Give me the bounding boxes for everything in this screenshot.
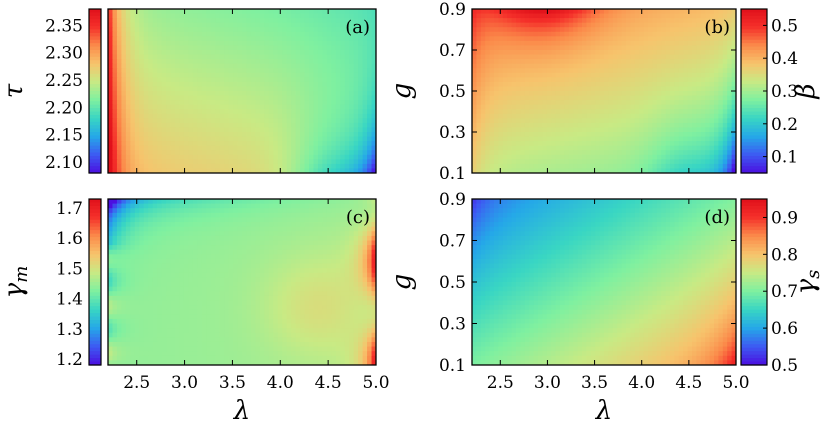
heatmap-field (472, 199, 736, 365)
colorbar-tick-label: 0.7 (771, 282, 798, 302)
colorbar-tick-label: 0.2 (771, 115, 798, 135)
y-tick-label: 1.5 (56, 259, 83, 279)
y-tick-label: 1.2 (56, 350, 83, 370)
panel-label: (d) (704, 207, 730, 228)
x-tick-label: 3.5 (581, 373, 608, 393)
colorbar-tick-label: 0.9 (771, 208, 798, 228)
y-axis-label: g (387, 274, 417, 291)
heatmap-field (108, 9, 376, 173)
colorbar-tick-label: 0.6 (771, 319, 798, 339)
panel-label: (c) (346, 207, 370, 228)
plot-frame (107, 8, 377, 174)
y-tick-label: 0.3 (439, 123, 466, 143)
y-axis-label: g (387, 83, 417, 100)
x-axis-label: λ (595, 396, 612, 425)
colorbar (740, 8, 768, 174)
x-tick-label: 2.5 (123, 373, 150, 393)
heatmap-panel-2: 0.1 0.3 0.5 0.7 0.9 0.1 0.2 0.3 0.4 0.5 (b) g β (387, 0, 821, 184)
y-tick-label: 0.9 (439, 190, 466, 210)
y-tick-label: 2.35 (45, 16, 83, 36)
y-tick-label: 0.1 (439, 356, 466, 376)
x-tick-label: 4.0 (628, 373, 655, 393)
heatmap-panel-3: 1.2 1.3 1.4 1.5 1.6 1.7 2.5 3.0 3.5 4.0 4.5 5.0 (c) γ… (0, 198, 390, 425)
y-tick-label: 2.30 (45, 44, 83, 64)
colorbar (88, 8, 102, 174)
x-tick-label: 2.5 (487, 373, 514, 393)
colorbar-tick-label: 0.5 (771, 16, 798, 36)
panel-label: (a) (345, 17, 370, 38)
colorbar-tick-label: 0.8 (771, 245, 798, 265)
y-tick-label: 0.7 (439, 41, 466, 61)
y-tick-label: 0.7 (439, 232, 466, 252)
panel-label: (b) (704, 17, 730, 38)
y-tick-label: 0.5 (439, 273, 466, 293)
y-tick-label: 1.3 (56, 320, 83, 340)
colorbar (740, 198, 768, 366)
x-tick-label: 5.0 (362, 373, 389, 393)
plot-frame (107, 198, 377, 366)
x-tick-label: 3.0 (534, 373, 561, 393)
y-tick-label: 2.25 (45, 71, 83, 91)
y-tick-label: 1.4 (56, 290, 83, 310)
y-axis-label: γm (0, 266, 32, 299)
heatmap-panel-4: 0.1 0.3 0.5 0.7 0.9 2.5 3.0 3.5 4.0 4.5 5.0 0.5 0.6 0… (387, 190, 824, 425)
y-tick-label: 0.3 (439, 315, 466, 335)
y-tick-label: 2.20 (45, 98, 83, 118)
heatmap-field (108, 199, 376, 365)
x-tick-label: 5.0 (722, 373, 749, 393)
y-axis-label: τ (0, 83, 29, 98)
colorbar (88, 198, 102, 366)
colorbar-label: γs (791, 270, 824, 295)
x-tick-label: 4.5 (675, 373, 702, 393)
colorbar-tick-label: 0.3 (771, 82, 798, 102)
x-tick-label: 4.0 (267, 373, 294, 393)
heatmap-field (472, 9, 736, 173)
x-tick-label: 3.5 (219, 373, 246, 393)
y-tick-label: 1.7 (56, 199, 83, 219)
y-tick-label: 2.10 (45, 153, 83, 173)
x-tick-label: 4.5 (315, 373, 342, 393)
y-tick-label: 0.1 (439, 164, 466, 184)
colorbar-label: β (791, 83, 821, 99)
colorbar-tick-label: 0.1 (771, 148, 798, 168)
x-tick-label: 3.0 (171, 373, 198, 393)
y-tick-label: 2.15 (45, 126, 83, 146)
colorbar-tick-label: 0.4 (771, 49, 798, 69)
y-tick-label: 0.9 (439, 0, 466, 20)
heatmap-panel-1: 2.10 2.15 2.20 2.25 2.30 2.35 (a) τ (0, 8, 377, 174)
colorbar-tick-label: 0.5 (771, 356, 798, 376)
x-axis-label: λ (233, 396, 250, 425)
y-tick-label: 0.5 (439, 82, 466, 102)
y-tick-label: 1.6 (56, 229, 83, 249)
